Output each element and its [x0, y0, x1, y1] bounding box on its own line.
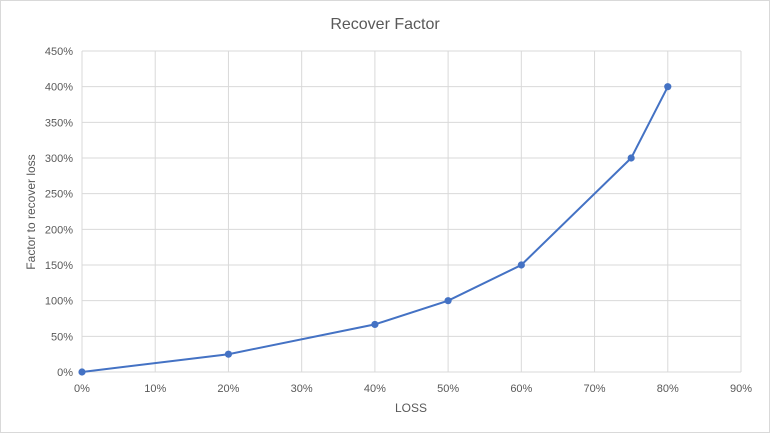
y-tick-label: 300%: [45, 153, 73, 165]
y-tick-label: 200%: [45, 224, 73, 236]
series-layer: [78, 83, 672, 376]
data-point: [444, 297, 452, 305]
x-tick-label: 10%: [144, 383, 166, 395]
data-point: [224, 350, 233, 358]
x-tick-label: 40%: [364, 383, 386, 395]
data-point: [664, 83, 672, 91]
y-tick-label: 250%: [45, 189, 73, 201]
y-tick-label: 400%: [45, 82, 73, 94]
x-axis-label: LOSS: [395, 401, 427, 415]
y-tick-label: 100%: [45, 296, 73, 308]
x-tick-label: 80%: [657, 383, 679, 395]
y-tick-label: 450%: [45, 46, 73, 58]
data-point: [78, 368, 86, 376]
y-tick-label: 350%: [45, 117, 73, 129]
data-point: [371, 320, 379, 329]
chart-title: Recover Factor: [330, 16, 440, 33]
gridlines: [81, 50, 742, 373]
x-tick-label: 20%: [217, 383, 239, 395]
x-tick-label: 70%: [584, 383, 606, 395]
y-tick-label: 0%: [57, 367, 73, 379]
x-tick-label: 30%: [291, 383, 313, 395]
data-point: [627, 154, 635, 162]
tick-labels: 0% 50% 100% 150% 200% 250% 300% 350% 400% 450% 0% 1…: [45, 46, 752, 395]
x-tick-label: 60%: [510, 383, 532, 395]
x-tick-label: 50%: [437, 383, 459, 395]
x-tick-label: 0%: [74, 383, 90, 395]
y-axis-label: Factor to recover loss: [24, 154, 38, 269]
y-tick-label: 50%: [51, 331, 73, 343]
y-tick-label: 150%: [45, 260, 73, 272]
x-tick-label: 90%: [730, 383, 752, 395]
data-point: [517, 261, 525, 269]
